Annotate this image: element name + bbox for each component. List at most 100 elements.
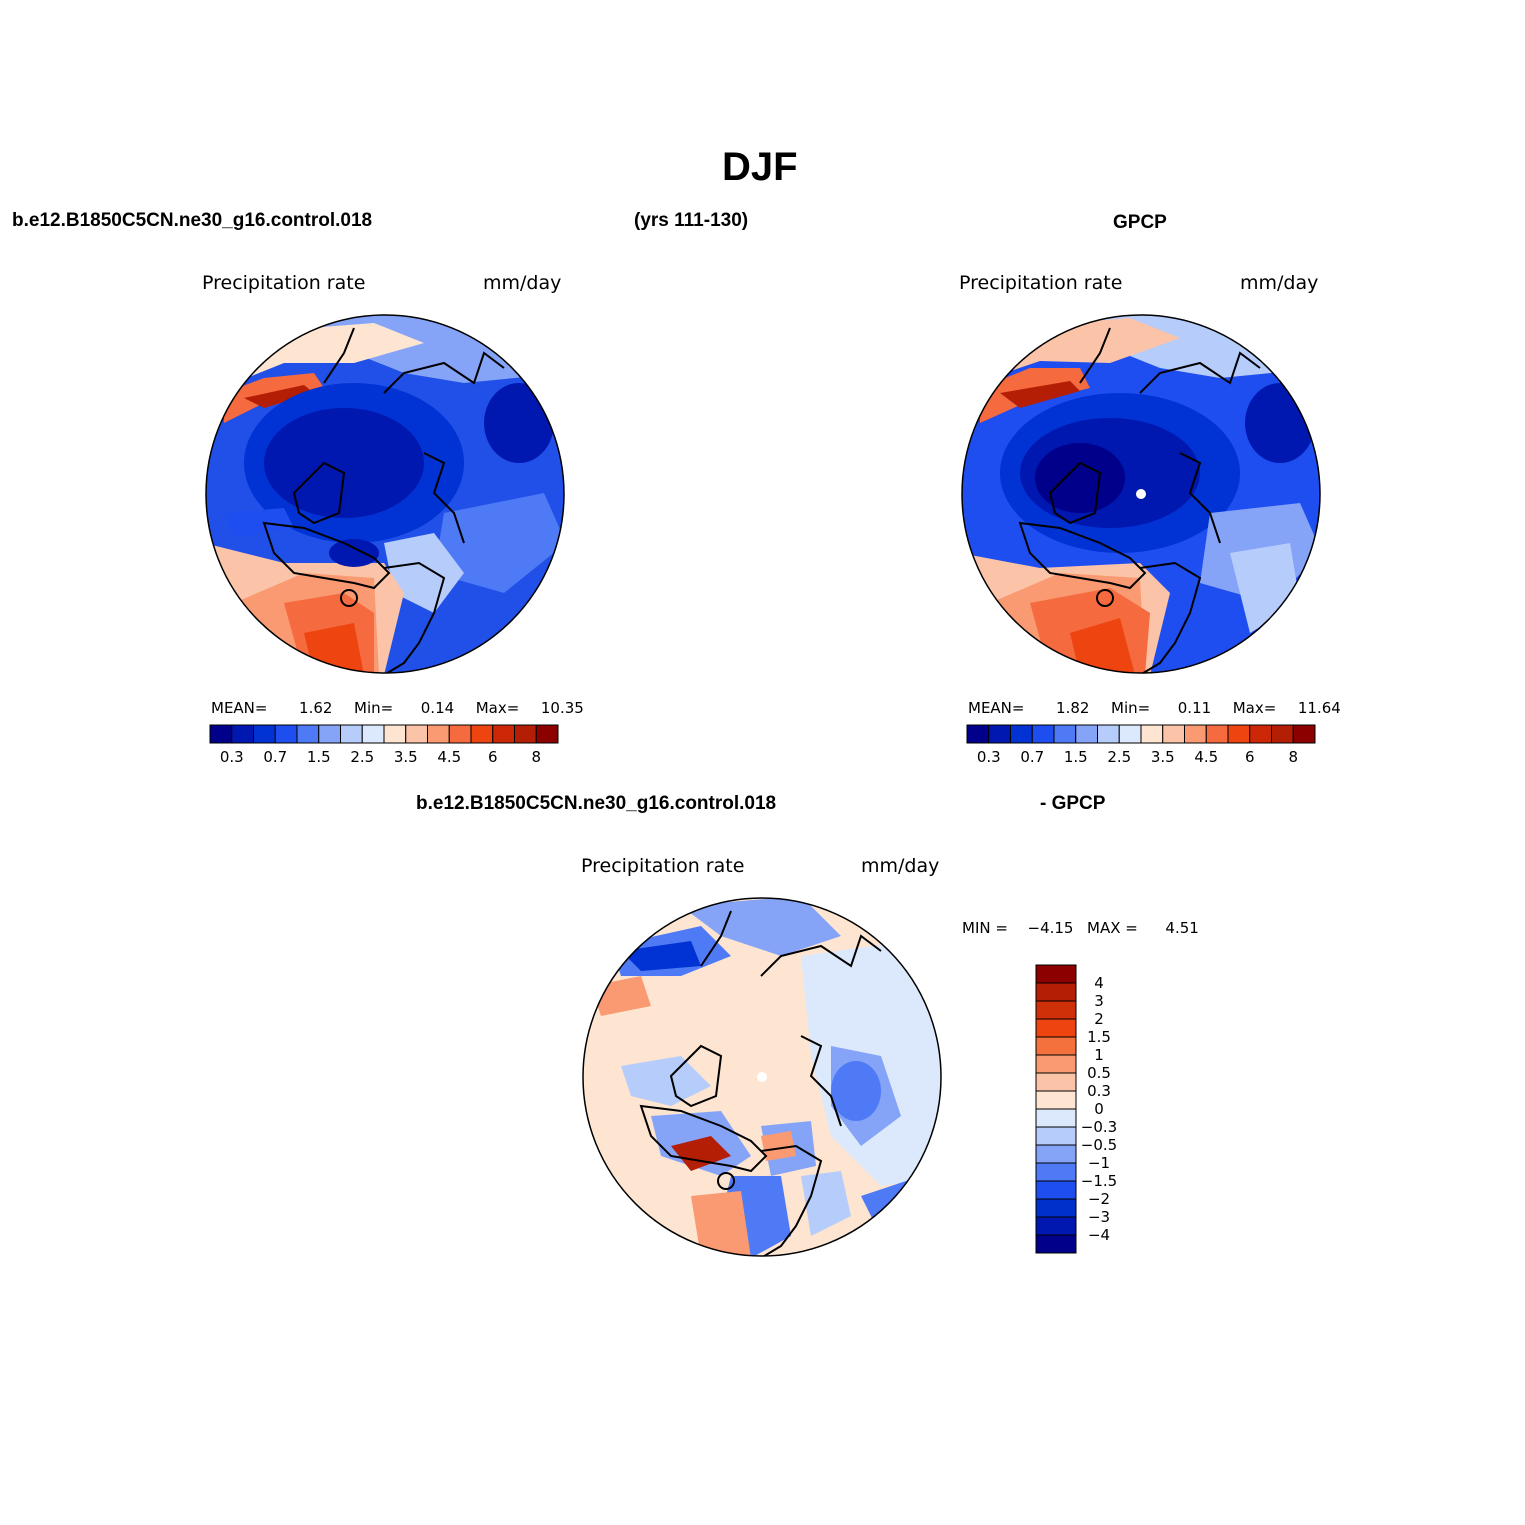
diff-colorbar-tick-label: 3 [1094,992,1104,1010]
diff-min-value: −4.15 [1027,919,1074,937]
figure-title: DJF [722,145,798,189]
model-min-label: Min= [354,699,394,717]
obs-colorbar-box [988,724,1011,744]
diff-obs-title: - GPCP [1040,793,1106,814]
diff-colorbar-tick-label: −0.3 [1080,1118,1118,1136]
diff-colorbar-box [1035,1036,1077,1056]
diff-min-label: MIN = [962,919,1008,937]
obs-colorbar-tick-label: 0.7 [1020,748,1045,766]
diff-colorbar-box [1035,1000,1077,1020]
diff-colorbar-tick-label: 0 [1094,1100,1104,1118]
diff-colorbar-tick-label: −1.5 [1080,1172,1118,1190]
model-colorbar-tick-label: 6 [487,748,498,766]
obs-max-value: 11.64 [1297,699,1341,717]
diff-colorbar-box [1035,1144,1077,1164]
obs-colorbar-box [1118,724,1142,744]
obs-min-value: 0.11 [1177,699,1212,717]
model-colorbar-box [383,724,407,744]
model-colorbar-tick-label: 4.5 [437,748,462,766]
diff-colorbar-tick-label: −0.5 [1080,1136,1118,1154]
obs-colorbar-box [1140,724,1164,744]
model-map [205,314,565,674]
model-colorbar-tick-label: 8 [531,748,542,766]
obs-map [961,314,1321,674]
model-colorbar-box [231,724,254,744]
diff-colorbar-box [1035,1090,1077,1110]
model-colorbar-box [340,724,363,744]
model-colorbar-box [361,724,385,744]
diff-colorbar-box [1035,964,1077,984]
years-title: (yrs 111-130) [634,210,749,231]
diff-units: mm/day [861,855,940,877]
obs-colorbar-box [1053,724,1077,744]
model-colorbar-box [470,724,494,744]
model-units: mm/day [483,272,562,294]
obs-var-label: Precipitation rate [959,272,1123,294]
diff-colorbar-tick-label: 4 [1094,974,1104,992]
obs-colorbar-box [1205,724,1229,744]
diff-colorbar-tick-label: 1 [1094,1046,1104,1064]
model-mean-value: 1.62 [299,699,333,717]
obs-min-label: Min= [1111,699,1151,717]
model-colorbar-tick-label: 0.3 [219,748,244,766]
model-colorbar-box [427,724,450,744]
diff-colorbar-box [1035,1216,1077,1236]
model-colorbar-box [405,724,428,744]
model-colorbar-box [253,724,276,744]
obs-colorbar-box [1249,724,1272,744]
diff-map [582,897,942,1257]
model-colorbar-tick-label: 2.5 [350,748,375,766]
model-colorbar-box [492,724,515,744]
diff-colorbar-box [1035,982,1077,1002]
obs-colorbar-box [1227,724,1251,744]
obs-colorbar-box [1097,724,1120,744]
model-colorbar-box [448,724,472,744]
model-max-label: Max= [475,699,520,717]
model-min-value: 0.14 [420,699,455,717]
diff-colorbar-box [1035,1054,1077,1074]
diff-max-label: MAX = [1087,919,1138,937]
diff-stats: MIN = −4.15 MAX = 4.51 [962,919,1199,937]
obs-title: GPCP [1113,212,1167,233]
obs-colorbar-box [1075,724,1098,744]
obs-colorbar-tick-label: 4.5 [1194,748,1219,766]
diff-colorbar-box [1035,1018,1077,1038]
model-colorbar-ticks: 0.3 0.7 1.5 2.5 3.5 4.5 6 8 [209,748,559,768]
model-colorbar-box [535,724,559,744]
diff-colorbar-box [1035,1234,1077,1254]
obs-colorbar-box [1162,724,1185,744]
obs-units: mm/day [1240,272,1319,294]
obs-max-label: Max= [1232,699,1277,717]
model-colorbar-box [274,724,298,744]
obs-colorbar-tick-label: 8 [1288,748,1299,766]
diff-max-value: 4.51 [1165,919,1199,937]
obs-colorbar-ticks: 0.3 0.7 1.5 2.5 3.5 4.5 6 8 [966,748,1316,768]
diff-colorbar-box [1035,1180,1077,1200]
diff-colorbar-tick-label: −3 [1087,1208,1111,1226]
obs-colorbar [966,724,1316,744]
obs-colorbar-tick-label: 1.5 [1063,748,1088,766]
obs-colorbar-box [1031,724,1055,744]
obs-colorbar-box [1292,724,1316,744]
obs-colorbar-tick-label: 3.5 [1150,748,1175,766]
diff-colorbar-tick-label: 2 [1094,1010,1104,1028]
model-colorbar-tick-label: 1.5 [306,748,331,766]
obs-colorbar-tick-label: 6 [1244,748,1255,766]
diff-colorbar-tick-label: −4 [1087,1226,1111,1244]
model-max-value: 10.35 [540,699,584,717]
obs-mean-value: 1.82 [1056,699,1090,717]
model-case-title: b.e12.B1850C5CN.ne30_g16.control.018 [12,210,373,231]
model-colorbar-box [209,724,233,744]
model-colorbar-box [296,724,320,744]
diff-colorbar-tick-label: 1.5 [1087,1028,1111,1046]
diff-colorbar-tick-label: −2 [1087,1190,1111,1208]
obs-colorbar-box [1010,724,1033,744]
model-colorbar-tick-label: 3.5 [393,748,418,766]
model-stats: MEAN= 1.62 Min= 0.14 Max= 10.35 [211,699,584,717]
obs-stats: MEAN= 1.82 Min= 0.11 Max= 11.64 [968,699,1341,717]
diff-colorbar [1035,964,1077,1254]
obs-colorbar-tick-label: 0.3 [976,748,1001,766]
obs-colorbar-tick-label: 2.5 [1107,748,1132,766]
diff-var-label: Precipitation rate [581,855,745,877]
diff-colorbar-box [1035,1072,1077,1092]
